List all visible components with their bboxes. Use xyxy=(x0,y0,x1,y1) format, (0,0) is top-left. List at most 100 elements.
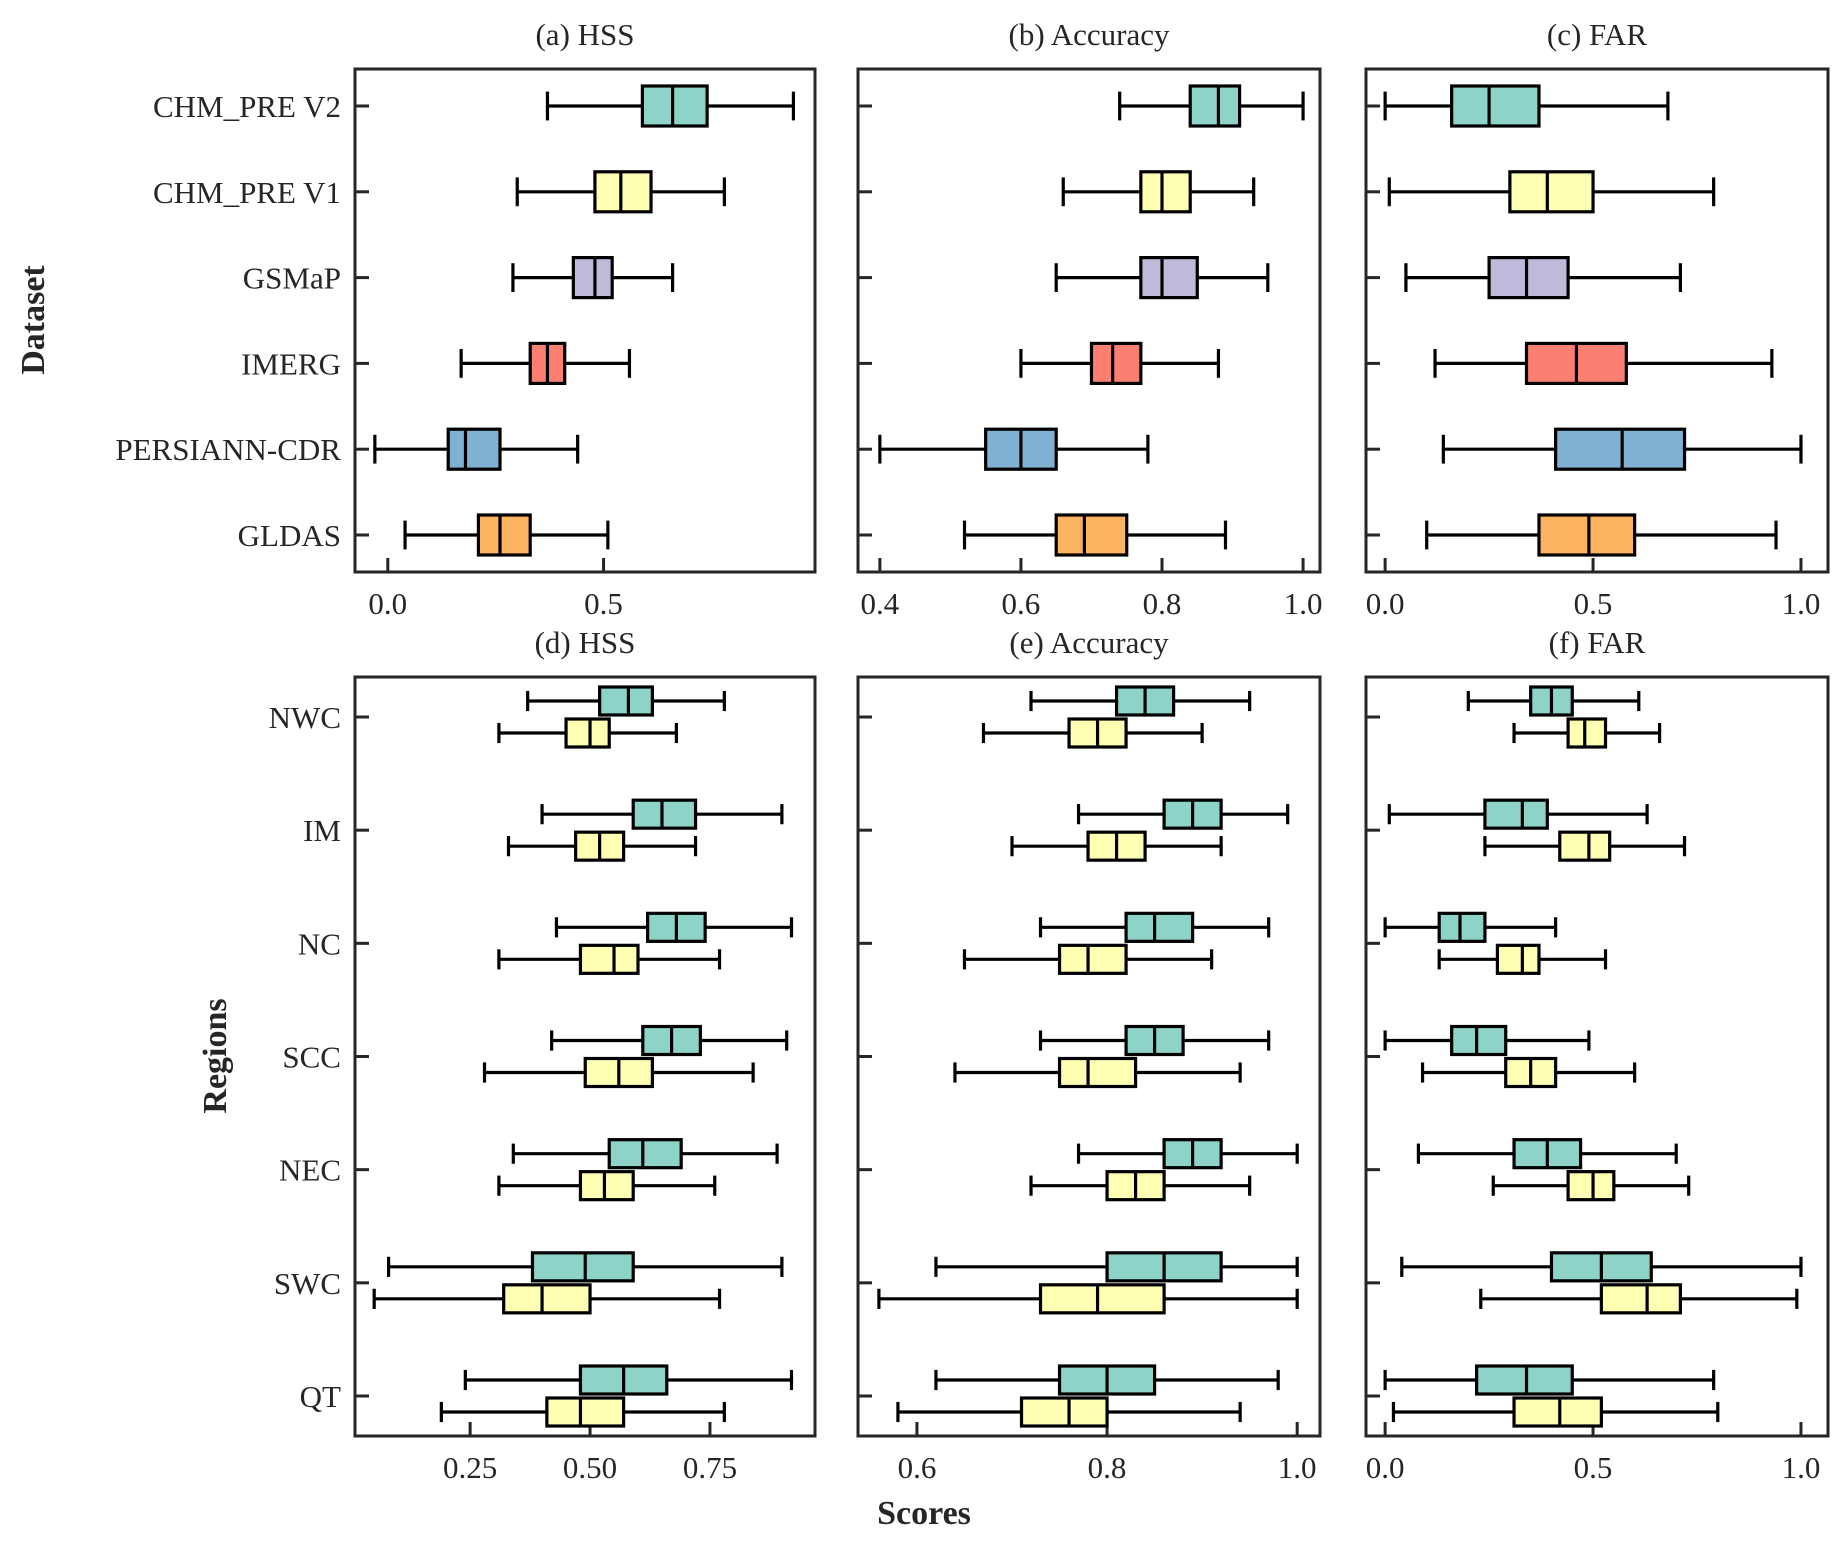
y-tick-label: SCC xyxy=(282,1040,341,1075)
box-plot xyxy=(1038,1024,1271,1057)
box-plot xyxy=(981,717,1204,749)
box-plot xyxy=(1019,341,1221,385)
iqr-box xyxy=(1437,911,1487,943)
panel-title: (c) FAR xyxy=(1547,17,1647,52)
box-plot xyxy=(953,1056,1242,1089)
x-tick-label: 0.25 xyxy=(443,1450,497,1485)
iqr-box xyxy=(578,943,640,975)
iqr-box xyxy=(593,170,653,214)
iqr-box xyxy=(1019,1396,1109,1428)
box-plot xyxy=(1466,685,1641,717)
x-tick-label: 0.8 xyxy=(1143,586,1182,621)
iqr-box xyxy=(1038,1283,1166,1315)
box-plot xyxy=(540,798,784,830)
iqr-box xyxy=(1537,513,1637,557)
box-plot xyxy=(962,513,1228,557)
box-plot xyxy=(1433,341,1774,385)
panel-a: (a) HSS 0.0 0.5 CHM_PRE V2 CHM_PRE V1 GSMaP IM… xyxy=(115,17,817,621)
iqr-box xyxy=(564,717,611,749)
box-plot xyxy=(515,170,726,214)
box-plot xyxy=(1054,256,1270,300)
box-plot xyxy=(1383,1024,1591,1057)
iqr-box xyxy=(1139,170,1192,214)
iqr-box xyxy=(1558,830,1612,862)
y-tick-label: CHM_PRE V1 xyxy=(153,175,341,210)
iqr-box xyxy=(1566,717,1608,749)
iqr-box xyxy=(1566,1170,1616,1202)
panel-b: (b) Accuracy 0.4 0.6 0.8 1.0 xyxy=(856,17,1322,621)
x-tick-label: 0.0 xyxy=(1366,1450,1405,1485)
y-tick-label: GLDAS xyxy=(238,518,341,553)
axes-frame xyxy=(353,67,817,574)
box-plot xyxy=(1404,256,1682,300)
axes-frame xyxy=(1364,675,1830,1438)
box-plot xyxy=(1437,943,1608,975)
box-plot xyxy=(1512,717,1662,749)
iqr-box xyxy=(545,1396,626,1428)
box-plot xyxy=(373,427,580,471)
box-plot xyxy=(1038,911,1271,943)
panel-f: (f) FAR 0.0 0.5 1.0 xyxy=(1364,625,1830,1485)
x-tick-label: 0.0 xyxy=(1366,586,1405,621)
x-tick-label: 0.0 xyxy=(368,586,407,621)
box-plot xyxy=(1425,513,1778,557)
box-plot xyxy=(511,256,675,300)
box-plot xyxy=(1400,1251,1803,1283)
x-tick-label: 0.5 xyxy=(1574,1450,1613,1485)
panel-d: (d) HSS 0.25 0.50 0.75 NWC IM NC SCC NEC SWC QT xyxy=(269,625,817,1485)
box-plot xyxy=(497,943,722,975)
box-plot xyxy=(1441,427,1803,471)
panel-title: (e) Accuracy xyxy=(1009,625,1169,660)
box-plot xyxy=(1029,1170,1252,1202)
axes-frame xyxy=(856,67,1322,574)
box-plot xyxy=(962,943,1214,975)
iqr-box xyxy=(578,1170,635,1202)
panel-c: (c) FAR 0.0 0.5 1.0 xyxy=(1364,17,1830,621)
box-plot xyxy=(1387,170,1716,214)
x-tick-label: 0.50 xyxy=(563,1450,617,1485)
panel-title: (b) Accuracy xyxy=(1009,17,1170,52)
box-plot xyxy=(482,1056,755,1089)
x-tick-label: 1.0 xyxy=(1782,586,1821,621)
box-plot xyxy=(497,1170,717,1202)
y-tick-label: NEC xyxy=(279,1153,341,1188)
y-tick-label: SWC xyxy=(274,1266,341,1301)
iqr-box xyxy=(631,798,698,830)
x-axis-title-scores: Scores xyxy=(877,1495,971,1532)
iqr-box xyxy=(1089,341,1143,385)
y-tick-label: CHM_PRE V2 xyxy=(153,89,341,124)
y-tick-label: PERSIANN-CDR xyxy=(115,432,341,467)
iqr-box xyxy=(1512,1396,1603,1428)
axes-frame xyxy=(353,675,817,1438)
box-plot xyxy=(506,830,698,862)
iqr-box xyxy=(1487,256,1570,300)
box-plot xyxy=(526,685,726,717)
iqr-box xyxy=(607,1138,683,1170)
box-plot xyxy=(934,1364,1280,1396)
box-plot xyxy=(554,911,794,943)
box-plot xyxy=(1483,830,1687,862)
box-plot xyxy=(1076,1138,1299,1170)
box-plot xyxy=(459,341,632,385)
box-plot xyxy=(1383,911,1558,943)
iqr-box xyxy=(640,84,709,128)
y-tick-label: NWC xyxy=(269,700,341,735)
box-plot xyxy=(1029,685,1252,717)
x-tick-label: 0.4 xyxy=(860,586,899,621)
iqr-box xyxy=(1508,170,1595,214)
x-tick-label: 0.75 xyxy=(683,1450,737,1485)
iqr-box xyxy=(1495,943,1541,975)
box-plot xyxy=(1076,798,1290,830)
box-plot xyxy=(877,1283,1299,1315)
box-plot xyxy=(934,1251,1299,1283)
x-tick-label: 0.6 xyxy=(898,1450,937,1485)
iqr-box xyxy=(1054,513,1129,557)
box-plot xyxy=(896,1396,1242,1428)
axes-frame xyxy=(856,675,1322,1438)
box-plot xyxy=(1491,1170,1691,1202)
y-tick-label: GSMaP xyxy=(243,261,341,296)
box-plot xyxy=(1383,84,1670,128)
axes-frame xyxy=(1364,67,1830,574)
x-tick-label: 0.8 xyxy=(1088,1450,1127,1485)
